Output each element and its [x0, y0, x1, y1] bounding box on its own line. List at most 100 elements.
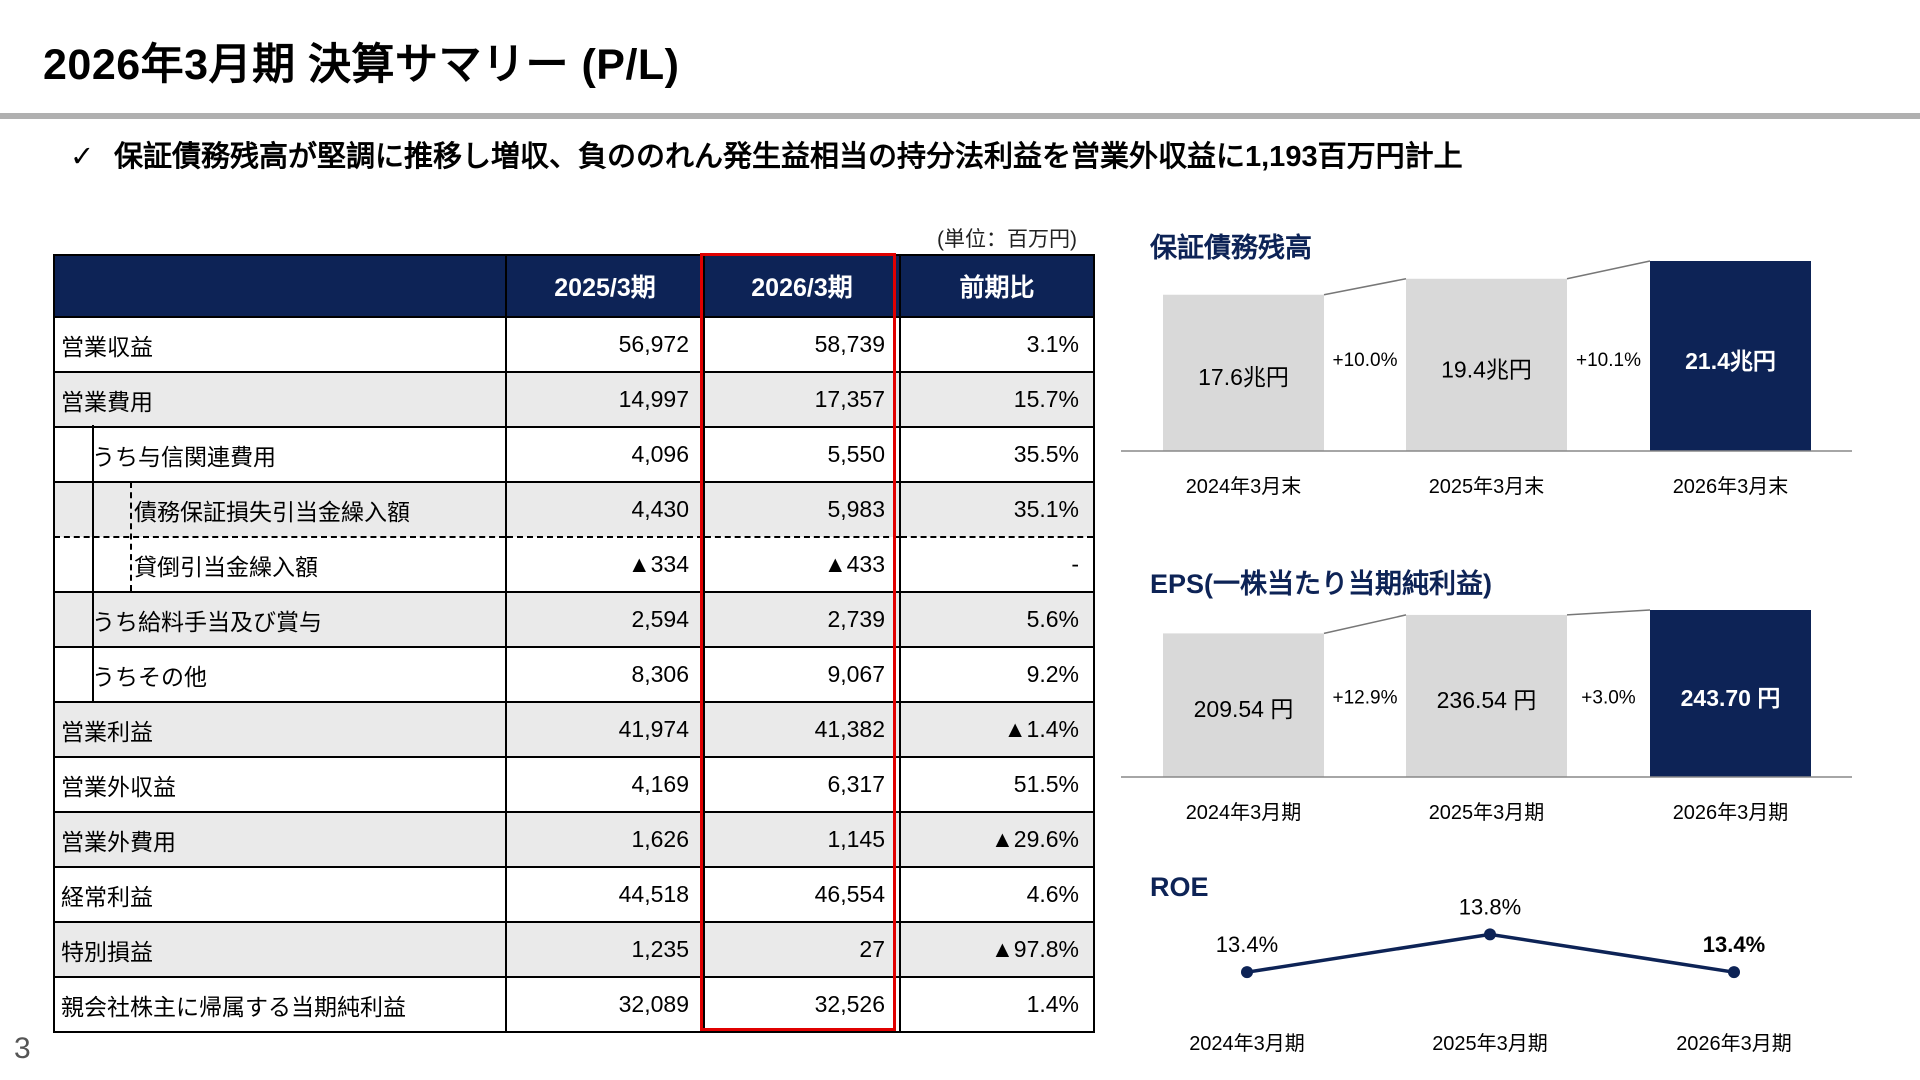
- x-tick-label: 2026年3月末: [1673, 475, 1789, 498]
- nest-bracket-outer: [53, 425, 55, 703]
- growth-connector: [1566, 260, 1651, 280]
- bar-0-2: [1650, 261, 1811, 451]
- growth-label: +12.9%: [1333, 688, 1398, 709]
- value-yoy: 5.6%: [899, 591, 1095, 648]
- bar-1-1: [1406, 614, 1567, 777]
- bar-value-label: 209.54 円: [1194, 696, 1294, 722]
- value-2025: 2,594: [505, 591, 705, 648]
- growth-connector: [1323, 614, 1407, 635]
- bar-1-0: [1163, 633, 1324, 777]
- growth-label: +10.1%: [1576, 350, 1641, 371]
- value-yoy: 15.7%: [899, 371, 1095, 428]
- table-row: 経常利益 44,518 46,554 4.6%: [53, 866, 1095, 923]
- table-row: 営業収益 56,972 58,739 3.1%: [53, 316, 1095, 373]
- row-label: 債務保証損失引当金繰入額: [54, 481, 507, 538]
- row-label: 親会社株主に帰属する当期純利益: [53, 976, 507, 1033]
- table-header-row: 2025/3期 2026/3期 前期比: [53, 254, 1095, 318]
- value-yoy: 1.4%: [899, 976, 1095, 1033]
- unit-note: (単位：百万円): [937, 228, 1077, 251]
- value-2025: 14,997: [505, 371, 705, 428]
- nest-bracket-inner: [92, 425, 94, 703]
- table-row: 営業外収益 4,169 6,317 51.5%: [53, 756, 1095, 813]
- value-yoy: 9.2%: [899, 646, 1095, 703]
- value-2026: 32,526: [703, 976, 901, 1033]
- x-tick-label: 2024年3月期: [1186, 801, 1302, 824]
- value-2025: 41,974: [505, 701, 705, 758]
- bar-value-label: 243.70 円: [1681, 685, 1781, 711]
- header-2025: 2025/3期: [505, 254, 705, 318]
- row-label: 営業費用: [53, 371, 507, 428]
- value-2025: 56,972: [505, 316, 705, 373]
- header-label: [53, 254, 507, 318]
- row-label: 特別損益: [53, 921, 507, 978]
- x-tick-label: 2025年3月期: [1432, 1032, 1548, 1055]
- table-row: 営業外費用 1,626 1,145 ▲29.6%: [53, 811, 1095, 868]
- table-row: うちその他 8,306 9,067 9.2%: [54, 646, 1095, 703]
- table-row: 営業利益 41,974 41,382 ▲1.4%: [53, 701, 1095, 758]
- value-2026: 17,357: [703, 371, 901, 428]
- table-row: 債務保証損失引当金繰入額 4,430 5,983 35.1%: [54, 481, 1095, 538]
- x-tick-label: 2024年3月末: [1186, 475, 1302, 498]
- growth-connector: [1566, 609, 1651, 616]
- value-2025: 44,518: [505, 866, 705, 923]
- chart-title-roe: ROE: [1150, 872, 1209, 902]
- growth-connector: [1323, 278, 1407, 296]
- row-label: うち与信関連費用: [54, 426, 507, 483]
- value-2026: 9,067: [703, 646, 901, 703]
- value-2026: 5,550: [703, 426, 901, 483]
- value-yoy: ▲1.4%: [899, 701, 1095, 758]
- roe-point-1: [1484, 928, 1496, 941]
- value-2026: 6,317: [703, 756, 901, 813]
- value-yoy: -: [899, 536, 1095, 593]
- header-yoy: 前期比: [899, 254, 1095, 318]
- chart-title-guarantee: 保証債務残高: [1150, 233, 1312, 263]
- header-2026: 2026/3期: [703, 254, 901, 318]
- value-2025: 4,430: [505, 481, 705, 538]
- x-tick-label: 2025年3月期: [1429, 801, 1545, 824]
- value-yoy: 35.1%: [899, 481, 1095, 538]
- bar-0-0: [1163, 294, 1324, 451]
- row-label: 営業収益: [53, 316, 507, 373]
- value-2025: ▲334: [505, 536, 705, 593]
- value-2026: ▲433: [703, 536, 901, 593]
- roe-value-label: 13.4%: [1216, 932, 1278, 957]
- value-2025: 8,306: [505, 646, 705, 703]
- roe-value-label: 13.4%: [1703, 932, 1765, 957]
- row-label: 営業外費用: [53, 811, 507, 868]
- value-yoy: 51.5%: [899, 756, 1095, 813]
- value-2026: 5,983: [703, 481, 901, 538]
- table-row: 特別損益 1,235 27 ▲97.8%: [53, 921, 1095, 978]
- row-label: 貸倒引当金繰入額: [54, 536, 507, 593]
- bar-value-label: 17.6兆円: [1198, 364, 1289, 390]
- value-2025: 1,235: [505, 921, 705, 978]
- bar-value-label: 19.4兆円: [1441, 356, 1532, 382]
- growth-label: +10.0%: [1333, 350, 1398, 371]
- value-2026: 27: [703, 921, 901, 978]
- value-2025: 4,096: [505, 426, 705, 483]
- pl-table: 2025/3期 2026/3期 前期比 営業収益 56,972 58,739 3…: [53, 254, 1095, 1033]
- page-number: 3: [14, 1032, 31, 1065]
- value-yoy: ▲29.6%: [899, 811, 1095, 868]
- value-yoy: 3.1%: [899, 316, 1095, 373]
- value-yoy: 35.5%: [899, 426, 1095, 483]
- bar-value-label: 236.54 円: [1437, 687, 1537, 713]
- value-yoy: 4.6%: [899, 866, 1095, 923]
- roe-point-2: [1728, 966, 1740, 979]
- value-2026: 2,739: [703, 591, 901, 648]
- x-tick-label: 2025年3月末: [1429, 475, 1545, 498]
- table-row: うち給料手当及び賞与 2,594 2,739 5.6%: [54, 591, 1095, 648]
- x-tick-label: 2026年3月期: [1676, 1032, 1792, 1055]
- value-2025: 32,089: [505, 976, 705, 1033]
- table-row: 営業費用 14,997 17,357 15.7%: [53, 371, 1095, 428]
- row-label: うちその他: [54, 646, 507, 703]
- roe-point-0: [1241, 966, 1253, 979]
- chart-title-eps: EPS(一株当たり当期純利益): [1150, 569, 1493, 599]
- bar-0-1: [1406, 278, 1567, 451]
- row-label: 営業外収益: [53, 756, 507, 813]
- headline: ✓ 保証債務残高が堅調に推移し増収、負ののれん発生益相当の持分法利益を営業外収益に…: [70, 133, 1463, 175]
- bar-value-label: 21.4兆円: [1685, 348, 1776, 374]
- value-2025: 4,169: [505, 756, 705, 813]
- bar-1-2: [1650, 610, 1811, 777]
- value-2026: 41,382: [703, 701, 901, 758]
